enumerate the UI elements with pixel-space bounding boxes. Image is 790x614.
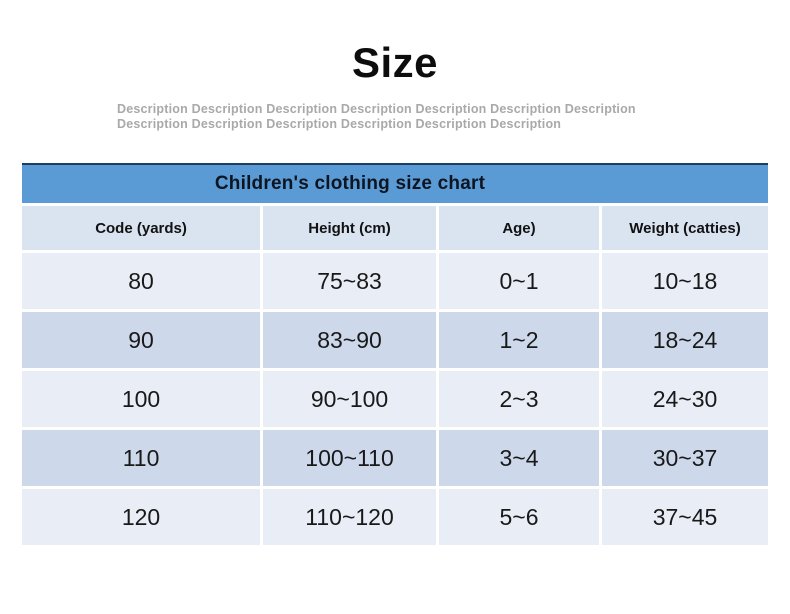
size-chart-page: Size Description Description Description… xyxy=(0,42,790,545)
table-cell-weight: 37~45 xyxy=(602,489,768,545)
table-cell-height: 83~90 xyxy=(263,312,436,368)
table-cell-height: 110~120 xyxy=(263,489,436,545)
column-header-age: Age) xyxy=(438,206,600,250)
size-chart-table: Children's clothing size chart Code (yar… xyxy=(22,163,768,545)
table-cell-code: 90 xyxy=(22,312,261,368)
table-row: 120 110~120 5~6 37~45 xyxy=(22,489,768,545)
table-title: Children's clothing size chart xyxy=(214,173,486,194)
table-row: 80 75~83 0~1 10~18 xyxy=(22,253,768,309)
table-cell-age: 3~4 xyxy=(438,430,600,486)
column-header-height: Height (cm) xyxy=(263,206,436,250)
table-cell-height: 90~100 xyxy=(263,371,436,427)
table-cell-age: 5~6 xyxy=(438,489,600,545)
table-cell-age: 0~1 xyxy=(438,253,600,309)
description-line-1: Description Description Description Desc… xyxy=(117,102,636,116)
column-header-weight: Weight (catties) xyxy=(602,206,768,250)
table-row: 100 90~100 2~3 24~30 xyxy=(22,371,768,427)
table-title-bar: Children's clothing size chart xyxy=(22,163,768,203)
table-cell-weight: 10~18 xyxy=(602,253,768,309)
page-title: Size xyxy=(351,39,439,86)
table-cell-height: 100~110 xyxy=(263,430,436,486)
table-cell-weight: 24~30 xyxy=(602,371,768,427)
table-cell-code: 120 xyxy=(22,489,261,545)
table-cell-height: 75~83 xyxy=(263,253,436,309)
table-row: 110 100~110 3~4 30~37 xyxy=(22,430,768,486)
table-cell-code: 80 xyxy=(22,253,261,309)
table-cell-code: 110 xyxy=(22,430,261,486)
table-cell-code: 100 xyxy=(22,371,261,427)
table-header-row: Code (yards) Height (cm) Age) Weight (ca… xyxy=(22,206,768,250)
description-line-2: Description Description Description Desc… xyxy=(117,117,562,131)
table-cell-weight: 30~37 xyxy=(602,430,768,486)
table-row: 90 83~90 1~2 18~24 xyxy=(22,312,768,368)
table-cell-weight: 18~24 xyxy=(602,312,768,368)
table-cell-age: 2~3 xyxy=(438,371,600,427)
column-header-code: Code (yards) xyxy=(22,206,261,250)
description-block: Description Description Description Desc… xyxy=(117,102,673,132)
table-cell-age: 1~2 xyxy=(438,312,600,368)
